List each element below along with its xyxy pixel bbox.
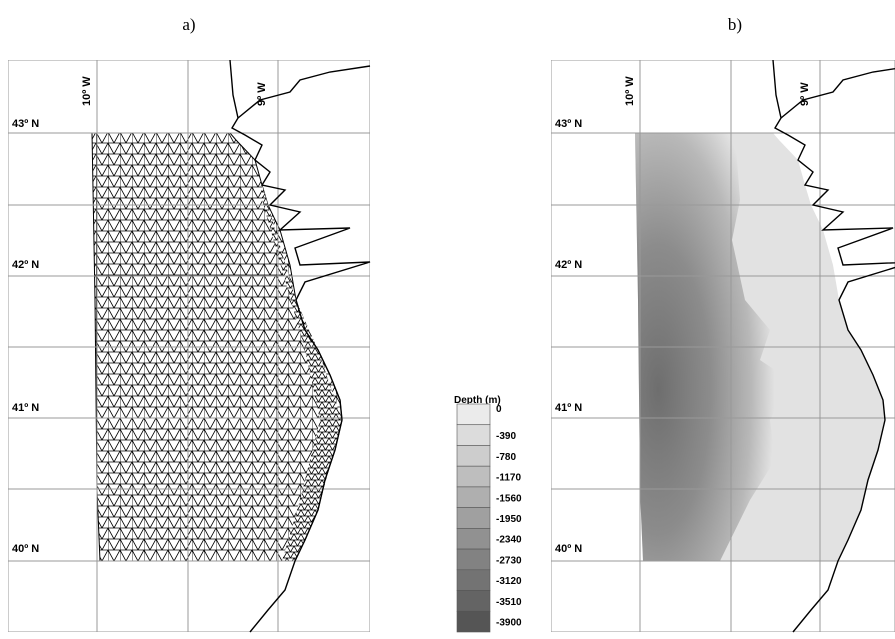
legend-level: 0 (496, 404, 502, 415)
latitude-label: 42º N (555, 259, 582, 271)
legend: Depth (m)0 -390 -780 -1170 -1560 -1950 -2340 -2… (454, 395, 522, 633)
legend-level: -3510 (496, 597, 522, 608)
legend-level: -3900 (496, 618, 522, 629)
legend-level: -780 (496, 452, 516, 463)
legend-level: -1560 (496, 493, 522, 504)
legend-level: -1950 (496, 514, 522, 525)
legend-swatch (456, 486, 491, 508)
grid (8, 60, 895, 632)
legend-level: -2730 (496, 555, 522, 566)
panel-a (8, 60, 370, 632)
legend-swatch (456, 548, 491, 571)
latitude-label: 41º N (555, 402, 582, 414)
legend-level: -390 (496, 431, 516, 442)
legend-swatch (456, 528, 491, 550)
legend-swatch (456, 610, 491, 633)
legend-swatch (456, 569, 491, 591)
panel-b (551, 60, 895, 632)
legend-level: -3120 (496, 576, 522, 587)
legend-level: -1170 (496, 473, 521, 484)
legend-swatch (456, 445, 491, 467)
legend-swatch (456, 403, 491, 426)
legend-level: -2340 (496, 535, 522, 546)
latitude-label: 41º N (12, 402, 39, 414)
labels: a) 43º N 42º N 41º N 40º N 10º W 9º W b) 43º N 42… (12, 15, 811, 555)
legend-swatch (456, 590, 491, 612)
legend-swatch (456, 507, 491, 529)
latitude-label: 40º N (555, 543, 582, 555)
longitude-label: 9º W (256, 82, 268, 106)
latitude-label: 43º N (555, 118, 582, 130)
coast-a (229, 59, 371, 633)
panel-label: b) (728, 15, 742, 34)
panel-label: a) (182, 15, 195, 34)
legend-title: Depth (m) (454, 395, 501, 406)
longitude-label: 10º W (81, 76, 93, 106)
longitude-label: 9º W (799, 82, 811, 106)
legend-swatch (456, 424, 491, 446)
latitude-label: 43º N (12, 118, 39, 130)
latitude-label: 42º N (12, 259, 39, 271)
legend-swatch (456, 465, 491, 488)
latitude-label: 40º N (12, 543, 39, 555)
longitude-label: 10º W (624, 76, 636, 106)
